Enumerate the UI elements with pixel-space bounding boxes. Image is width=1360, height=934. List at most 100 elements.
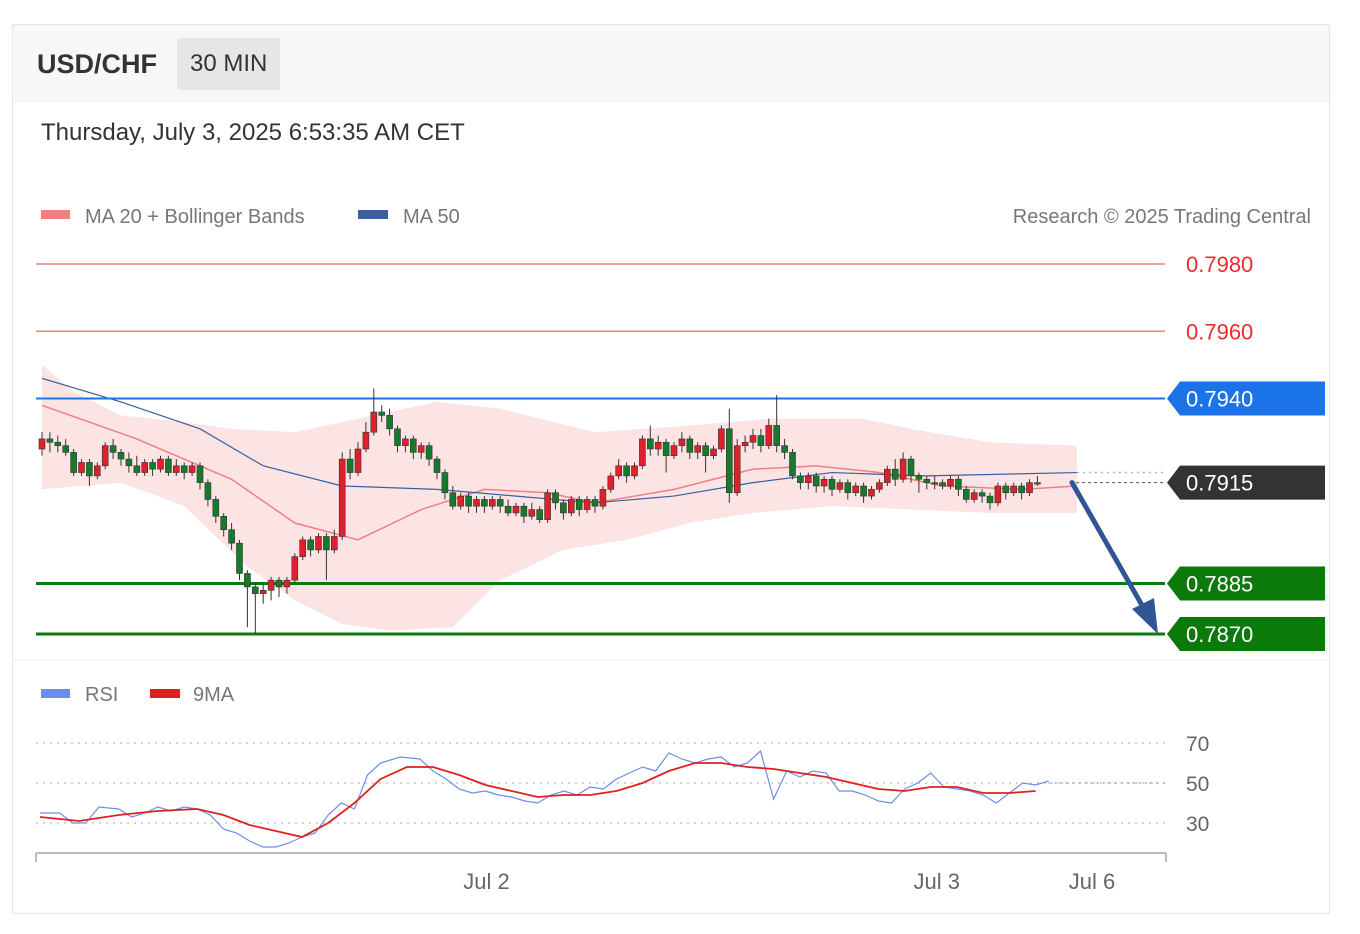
candle-body: [891, 468, 899, 480]
candle-body: [1002, 485, 1010, 494]
candle-body: [662, 441, 670, 457]
candle-body: [970, 492, 978, 500]
candle-body: [283, 579, 291, 588]
candle-body: [165, 458, 172, 473]
candle-body: [741, 441, 749, 446]
copyright-text: Research © 2025 Trading Central: [1013, 206, 1311, 228]
candle-body: [346, 458, 354, 473]
candle-body: [852, 485, 860, 494]
candle-body: [583, 499, 591, 510]
price-levels: 0.7980 0.7960 0.7940 0.7915 0.7885 0.7870: [36, 252, 1325, 651]
candle-body: [820, 478, 828, 487]
candle-body: [962, 489, 970, 500]
candle-body: [299, 539, 307, 557]
candlesticks: [38, 388, 1041, 634]
candle-body: [354, 448, 362, 473]
candle-body: [686, 438, 694, 453]
candle-body: [986, 495, 994, 504]
candle-body: [639, 438, 646, 467]
rsi-ma-legend-swatch: [150, 689, 180, 698]
rsi-ma-legend-label: 9MA: [193, 684, 235, 706]
candle-body: [504, 505, 512, 514]
candle-body: [702, 445, 709, 457]
candle-body: [512, 505, 520, 514]
rsi-panel: 70 50 30: [36, 733, 1209, 848]
candle-body: [323, 536, 330, 551]
candle-body: [631, 465, 638, 477]
candle-body: [149, 462, 156, 470]
candle-body: [244, 573, 251, 588]
timeframe-badge[interactable]: 30 MIN: [177, 38, 281, 90]
ma20-legend-label: MA 20 + Bollinger Bands: [85, 206, 305, 228]
candle-body: [402, 438, 409, 446]
symbol-title: USD/CHF: [37, 48, 157, 79]
ma50-legend-swatch: [358, 210, 388, 219]
candle-body: [947, 478, 954, 487]
candle-body: [915, 475, 923, 480]
candle-body: [457, 495, 465, 507]
rsi-legend-label: RSI: [85, 684, 118, 706]
candle-body: [259, 589, 267, 594]
candle-body: [425, 445, 433, 460]
candle-body: [109, 445, 117, 453]
candle-body: [733, 445, 741, 494]
candle-body: [275, 579, 283, 588]
candle-body: [394, 428, 401, 446]
candle-body: [78, 462, 85, 473]
candle-body: [552, 492, 559, 504]
candle-body: [868, 489, 875, 497]
level-tag-0-7885: [1167, 566, 1325, 601]
level-label-0-7940: 0.7940: [1186, 387, 1253, 412]
candle-body: [338, 458, 346, 537]
candle-body: [670, 445, 678, 457]
candle-body: [188, 465, 196, 473]
candle-body: [591, 499, 599, 507]
candle-body: [923, 478, 931, 483]
candle-body: [860, 485, 867, 497]
candle-body: [38, 438, 46, 450]
rsi-line: [40, 749, 1049, 848]
candle-body: [654, 441, 662, 450]
candle-body: [417, 445, 425, 453]
candle-body: [781, 445, 788, 453]
candle-body: [567, 499, 575, 514]
candle-body: [307, 539, 314, 551]
candle-body: [544, 492, 551, 520]
candle-body: [828, 478, 836, 490]
candle-body: [157, 458, 164, 470]
candle-body: [370, 411, 378, 433]
candle-body: [204, 482, 212, 500]
candle-body: [236, 542, 243, 574]
candle-body: [1026, 482, 1033, 494]
candle-body: [196, 465, 204, 483]
candle-body: [252, 586, 259, 594]
candle-body: [994, 485, 1002, 504]
candle-body: [1010, 485, 1018, 494]
rsi-tick-label-30: 30: [1186, 813, 1209, 836]
candle-body: [836, 482, 844, 490]
rsi-tick-label-50: 50: [1186, 773, 1209, 796]
candle-body: [678, 438, 686, 446]
candle-body: [180, 465, 188, 473]
candle-body: [362, 431, 370, 450]
chart-header: USD/CHF 30 MIN: [13, 25, 1329, 103]
candle-body: [757, 435, 765, 446]
candle-body: [386, 415, 393, 430]
level-tag-0-7915: [1167, 465, 1325, 500]
candle-body: [765, 425, 773, 446]
candle-body: [789, 452, 796, 477]
candle-body: [899, 458, 907, 480]
bollinger-band: [42, 364, 1077, 631]
timestamp: Thursday, July 3, 2025 6:53:35 AM CET: [41, 119, 465, 146]
candle-body: [54, 441, 62, 446]
candle-body: [844, 482, 852, 494]
candle-body: [694, 445, 702, 453]
candle-body: [725, 428, 733, 494]
level-label-0-7885: 0.7885: [1186, 572, 1253, 597]
candle-body: [773, 425, 781, 446]
x-tick-label-jul-3: Jul 3: [914, 869, 960, 894]
candle-body: [267, 579, 275, 591]
candle-body: [812, 475, 820, 487]
candle-body: [125, 458, 133, 467]
